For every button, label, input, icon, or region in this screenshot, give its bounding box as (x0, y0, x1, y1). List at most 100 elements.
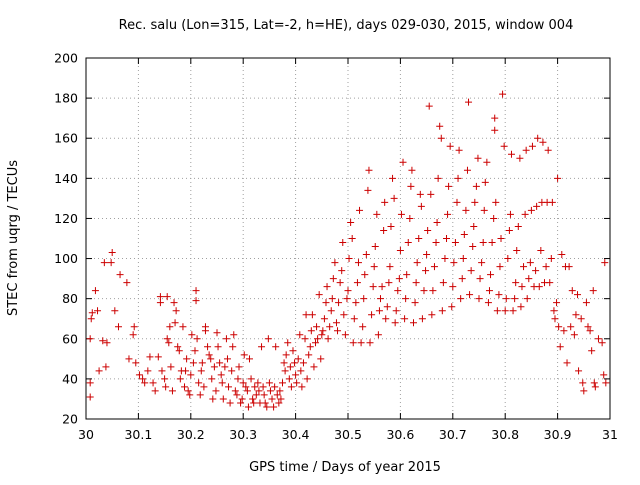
data-point (523, 295, 531, 303)
data-point (395, 275, 403, 283)
data-point (434, 174, 442, 182)
data-point (245, 355, 253, 363)
data-point (129, 331, 137, 339)
data-point (228, 367, 236, 375)
data-points (86, 90, 610, 411)
data-point (146, 353, 154, 361)
data-point (280, 359, 288, 367)
data-point (130, 323, 138, 331)
data-point (354, 259, 362, 267)
data-point (195, 379, 203, 387)
data-point (487, 271, 495, 279)
data-point (574, 291, 582, 299)
data-point (479, 239, 487, 247)
data-point (100, 259, 108, 267)
data-point (261, 399, 269, 407)
data-point (457, 295, 465, 303)
x-tick-label: 31 (602, 427, 618, 442)
data-point (299, 359, 307, 367)
data-point (208, 375, 216, 383)
data-point (264, 335, 272, 343)
data-point (193, 335, 201, 343)
data-point (511, 295, 519, 303)
data-point (548, 198, 556, 206)
data-point (516, 154, 524, 162)
data-point (324, 335, 332, 343)
data-point (287, 383, 295, 391)
data-point (192, 287, 200, 295)
data-point (329, 275, 337, 283)
x-axis-label: GPS time / Days of year 2015 (249, 460, 441, 475)
x-tick-label: 30.8 (491, 427, 519, 442)
data-point (265, 379, 273, 387)
data-point (198, 359, 206, 367)
data-point (291, 359, 299, 367)
data-point (327, 307, 335, 315)
data-point (238, 395, 246, 403)
data-point (453, 198, 461, 206)
data-point (507, 150, 515, 158)
data-point (135, 371, 143, 379)
data-point (460, 230, 468, 238)
data-point (175, 347, 183, 355)
data-point (221, 363, 229, 371)
data-point (210, 363, 218, 371)
x-tick-label: 30.3 (229, 427, 257, 442)
data-point (466, 291, 474, 299)
data-point (370, 263, 378, 271)
data-point (361, 271, 369, 279)
data-point (499, 90, 507, 98)
data-point (588, 347, 596, 355)
data-point (406, 214, 414, 222)
data-point (471, 198, 479, 206)
data-point (302, 311, 310, 319)
data-point (285, 375, 293, 383)
data-point (514, 222, 522, 230)
data-point (584, 323, 592, 331)
y-tick-label: 40 (62, 371, 78, 386)
data-point (174, 343, 182, 351)
data-point (163, 335, 171, 343)
data-point (344, 287, 352, 295)
data-point (590, 379, 598, 387)
data-point (266, 387, 274, 395)
data-point (582, 299, 590, 307)
data-point (518, 283, 526, 291)
data-point (387, 222, 395, 230)
data-point (528, 142, 536, 150)
data-point (218, 379, 226, 387)
data-point (407, 182, 415, 190)
data-point (212, 387, 220, 395)
data-point (282, 351, 290, 359)
data-point (154, 353, 162, 361)
data-point (111, 307, 119, 315)
data-point (349, 339, 357, 347)
data-point (277, 395, 285, 403)
data-point (375, 307, 383, 315)
y-tick-label: 160 (54, 131, 78, 146)
data-point (422, 267, 430, 275)
data-point (546, 279, 554, 287)
data-point (343, 295, 351, 303)
data-point (362, 251, 370, 259)
data-point (490, 214, 498, 222)
data-point (297, 367, 305, 375)
data-point (328, 295, 336, 303)
data-point (209, 395, 217, 403)
data-point (496, 263, 504, 271)
data-point (213, 329, 221, 337)
data-point (368, 311, 376, 319)
data-point (480, 206, 488, 214)
data-point (162, 383, 170, 391)
data-point (408, 166, 416, 174)
data-point (539, 138, 547, 146)
data-point (542, 263, 550, 271)
data-point (420, 287, 428, 295)
data-point (521, 210, 529, 218)
data-point (345, 255, 353, 263)
y-axis-label: STEC from uqrg / TECUs (6, 160, 21, 316)
data-point (350, 315, 358, 323)
data-point (306, 343, 314, 351)
data-point (191, 347, 199, 355)
data-point (380, 226, 388, 234)
